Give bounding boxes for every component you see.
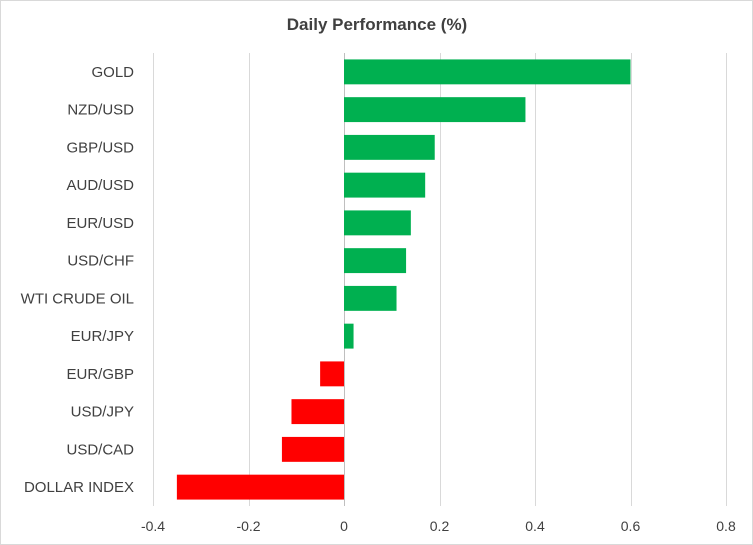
x-tick-label: 0.8 — [716, 518, 736, 534]
category-label: WTI CRUDE OIL — [21, 290, 134, 307]
x-tick-label: 0 — [340, 518, 348, 534]
bar — [344, 134, 435, 160]
category-label: NZD/USD — [67, 102, 134, 119]
bar — [344, 172, 426, 198]
category-label: EUR/GBP — [66, 366, 134, 383]
bar — [320, 361, 344, 387]
bar — [281, 436, 344, 462]
x-tick-label: 0.4 — [525, 518, 545, 534]
category-label: EUR/USD — [66, 215, 134, 232]
category-label: USD/JPY — [71, 404, 134, 421]
category-label: EUR/JPY — [71, 328, 134, 345]
bar — [344, 210, 411, 236]
chart-title: Daily Performance (%) — [287, 15, 467, 34]
bar — [344, 285, 397, 311]
bar — [344, 248, 407, 274]
grid-lines — [153, 53, 727, 506]
category-label: DOLLAR INDEX — [24, 479, 134, 496]
x-tick-label: 0.2 — [430, 518, 450, 534]
x-tick-label: -0.4 — [141, 518, 165, 534]
x-tick-label: 0.6 — [621, 518, 641, 534]
bar — [344, 59, 631, 85]
bar — [176, 474, 344, 500]
x-axis-ticks: -0.4 -0.2 0 0.2 0.4 0.6 0.8 — [141, 518, 736, 534]
x-tick-label: -0.2 — [236, 518, 260, 534]
category-label: GBP/USD — [66, 139, 134, 156]
bar — [344, 323, 354, 349]
category-label: USD/CHF — [67, 253, 134, 270]
category-label: GOLD — [91, 64, 134, 81]
category-label: USD/CAD — [66, 441, 134, 458]
bar — [291, 399, 344, 425]
bar — [344, 97, 526, 123]
bars — [176, 59, 631, 500]
category-labels: GOLD NZD/USD GBP/USD AUD/USD EUR/USD USD/CHF W… — [21, 64, 135, 496]
category-label: AUD/USD — [66, 177, 134, 194]
